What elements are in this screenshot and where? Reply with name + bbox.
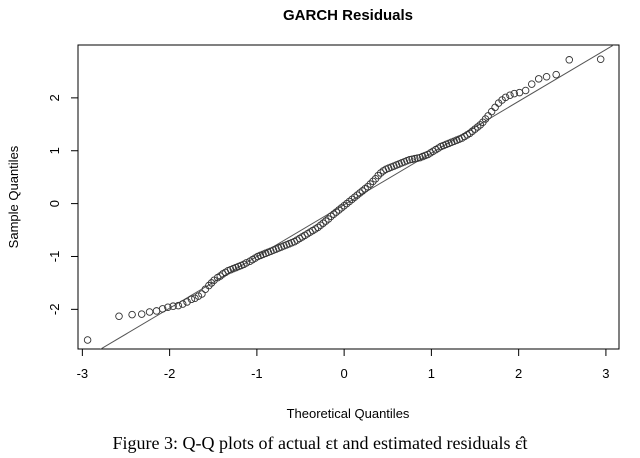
data-point xyxy=(83,336,92,344)
data-point xyxy=(152,307,161,315)
data-point xyxy=(565,56,574,64)
data-point xyxy=(363,182,372,191)
data-point xyxy=(207,279,216,287)
data-point xyxy=(411,154,419,163)
data-point xyxy=(521,86,530,95)
data-point xyxy=(187,295,196,304)
data-point xyxy=(178,300,187,308)
y-tick-label: -2 xyxy=(47,304,62,316)
data-point xyxy=(137,310,146,318)
data-point xyxy=(169,302,177,310)
x-tick-label: -3 xyxy=(77,366,89,381)
data-point xyxy=(242,259,251,267)
data-point xyxy=(491,103,499,112)
data-point xyxy=(345,197,354,206)
x-tick-label: -1 xyxy=(251,366,263,381)
x-tick-label: 1 xyxy=(428,366,435,381)
data-point xyxy=(369,177,377,186)
data-point xyxy=(115,312,123,320)
data-point xyxy=(322,217,330,225)
x-tick-label: -2 xyxy=(164,366,176,381)
x-tick-label: 3 xyxy=(602,366,609,381)
data-point xyxy=(366,180,375,188)
data-point xyxy=(471,125,479,133)
y-axis-label: Sample Quantiles xyxy=(6,145,21,248)
data-point xyxy=(327,212,335,221)
y-tick-label: 2 xyxy=(47,94,62,101)
data-point xyxy=(552,70,560,79)
x-tick-label: 2 xyxy=(515,366,522,381)
figure-caption: Figure 3: Q-Q plots of actual εt and est… xyxy=(112,433,528,453)
data-point xyxy=(596,55,605,64)
data-point xyxy=(337,204,346,212)
data-point xyxy=(128,310,136,319)
data-point xyxy=(476,121,485,129)
data-point xyxy=(377,169,385,177)
chart-title: GARCH Residuals xyxy=(283,7,413,24)
data-point xyxy=(216,272,224,280)
y-tick-label: 1 xyxy=(47,147,62,154)
y-tick-label: -1 xyxy=(47,251,62,263)
data-point xyxy=(510,89,519,98)
data-point xyxy=(205,281,213,290)
y-tick-label: 0 xyxy=(47,200,62,207)
data-point xyxy=(473,123,482,131)
data-point xyxy=(183,298,191,306)
data-point xyxy=(174,301,183,310)
data-point xyxy=(413,154,422,162)
data-point xyxy=(501,93,510,102)
data-point xyxy=(145,308,154,316)
data-point xyxy=(319,219,327,227)
plot-frame xyxy=(77,44,620,350)
x-axis: -3 -2 -1 0 1 2 3 xyxy=(77,349,610,381)
data-point xyxy=(408,155,416,163)
plot-area xyxy=(77,44,620,350)
data-point xyxy=(335,206,343,214)
data-point xyxy=(332,208,341,216)
data-point xyxy=(158,305,167,313)
data-point xyxy=(314,223,322,232)
data-point xyxy=(164,303,172,311)
qq-plot: GARCH Residuals -3 -2 -1 0 1 2 3 -2 -1 0 1 2 Theor… xyxy=(6,7,620,421)
data-point xyxy=(534,75,543,83)
data-point xyxy=(358,187,367,195)
data-point xyxy=(506,91,514,99)
data-point xyxy=(487,107,496,116)
data-point xyxy=(340,201,348,210)
data-point xyxy=(350,193,359,202)
y-axis: -2 -1 0 1 2 xyxy=(47,94,78,315)
qq-reference-line xyxy=(99,45,615,349)
data-point xyxy=(466,129,474,138)
data-point xyxy=(329,210,338,218)
data-point xyxy=(361,185,369,193)
data-point xyxy=(527,80,536,88)
data-point xyxy=(348,195,356,204)
data-point xyxy=(374,171,382,180)
data-point xyxy=(324,215,333,223)
data-point xyxy=(405,155,414,164)
x-axis-label: Theoretical Quantiles xyxy=(287,406,410,421)
data-point xyxy=(356,189,364,197)
data-point xyxy=(316,221,325,230)
data-point xyxy=(542,72,551,81)
data-point xyxy=(353,191,361,199)
data-point xyxy=(198,290,206,298)
data-point xyxy=(343,199,351,208)
data-point xyxy=(468,127,477,135)
x-tick-label: 0 xyxy=(341,366,348,381)
